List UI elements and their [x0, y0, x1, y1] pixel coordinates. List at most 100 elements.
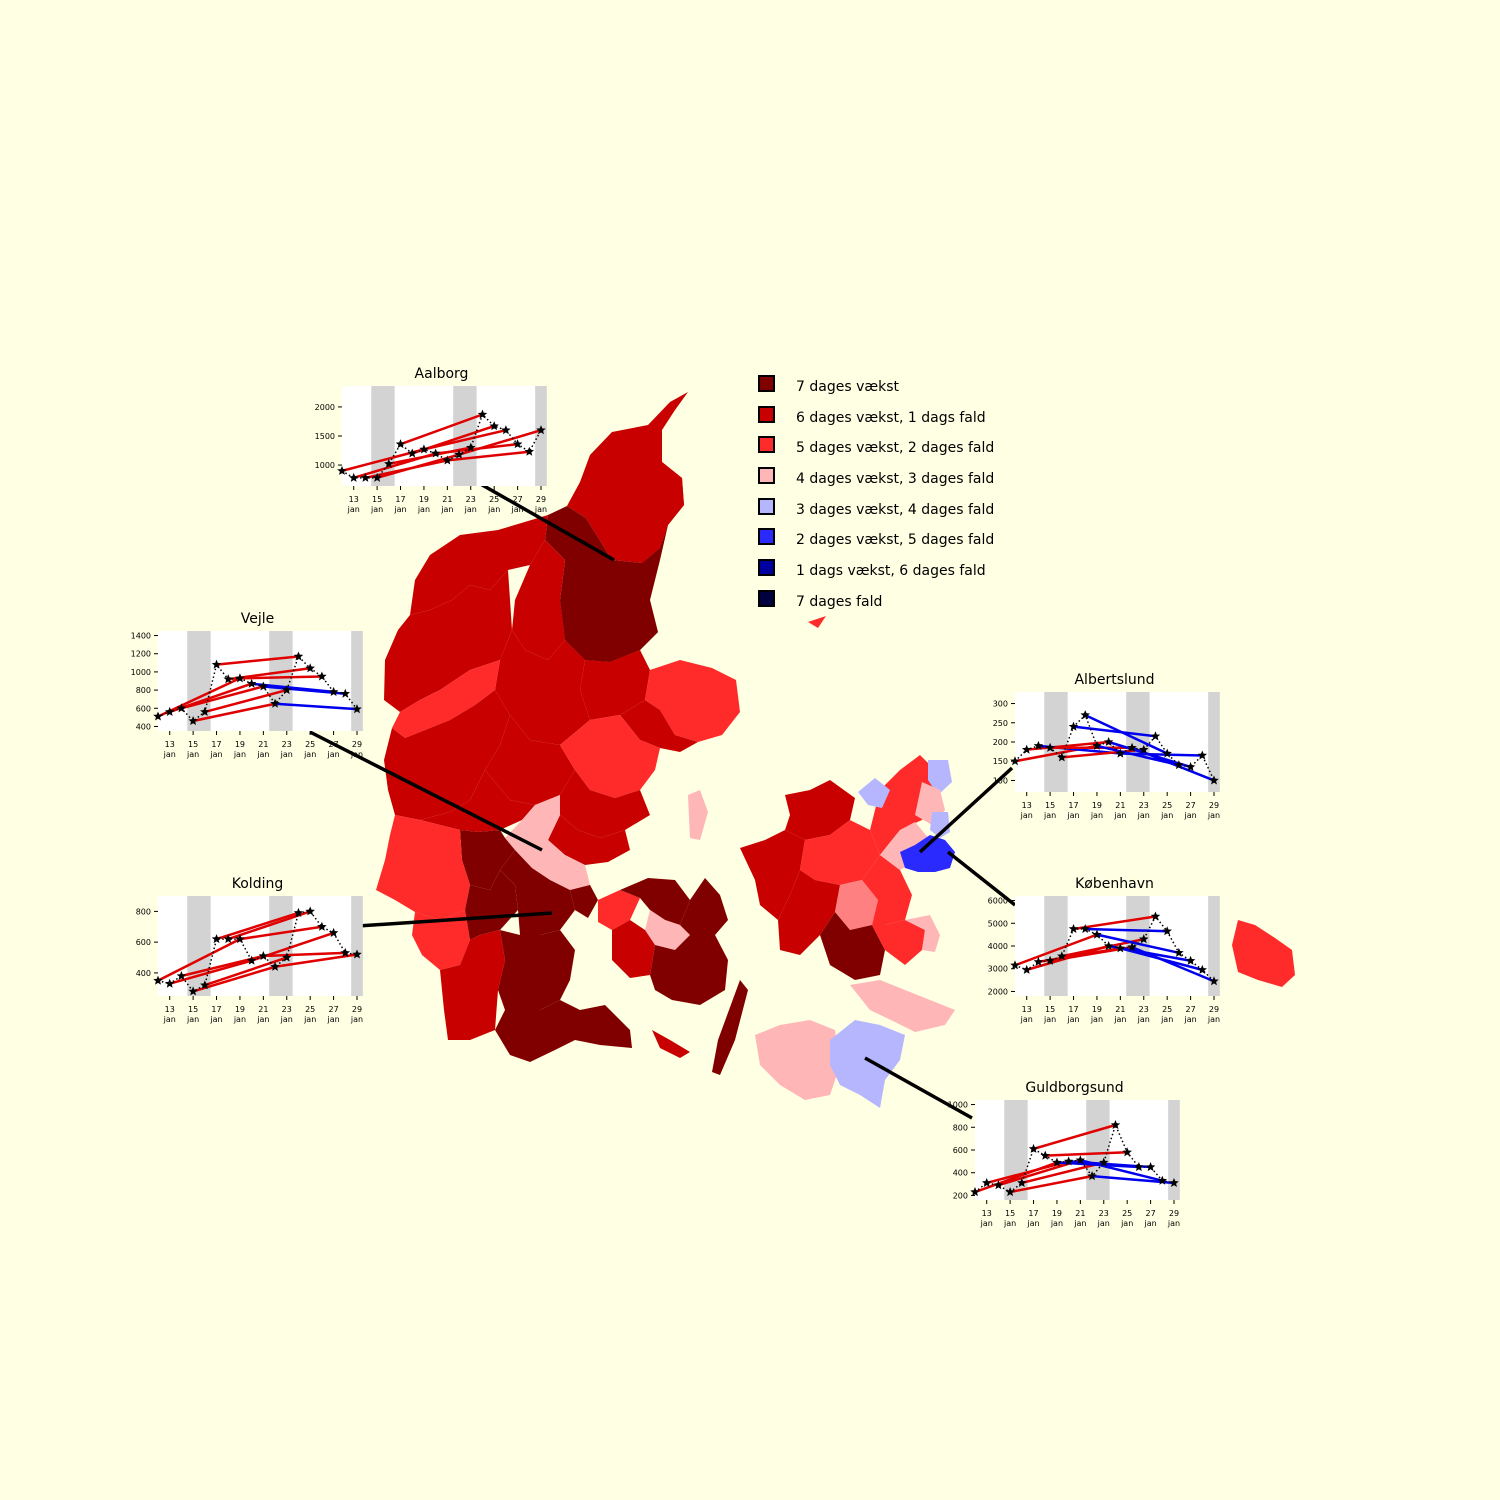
x-tick-label: jan — [303, 750, 316, 759]
x-tick-label: jan — [186, 750, 199, 759]
data-point — [1080, 710, 1090, 720]
legend-swatch — [758, 589, 775, 607]
data-point — [1033, 956, 1044, 966]
region-north-zealand — [870, 755, 935, 855]
data-point — [1080, 923, 1090, 933]
x-tick-label: 19 — [235, 740, 245, 749]
x-tick-label: jan — [1113, 1015, 1126, 1024]
data-point — [337, 465, 347, 475]
x-tick-label: 17 — [1068, 1005, 1078, 1014]
x-tick-label: 19 — [419, 495, 429, 504]
inset-title: Kolding — [232, 876, 283, 892]
region-aarhus — [560, 715, 660, 798]
x-tick-label: 15 — [1005, 1209, 1015, 1218]
data-point — [200, 706, 210, 716]
region-randers — [580, 650, 650, 720]
x-tick-label: 23 — [1139, 1005, 1149, 1014]
x-tick-label: 29 — [352, 1005, 362, 1014]
data-point — [1139, 934, 1149, 944]
data-point — [1021, 744, 1032, 754]
data-point — [1150, 911, 1161, 921]
data-point — [282, 685, 292, 695]
region-vordingborg — [850, 980, 955, 1032]
week-compare-line — [181, 685, 264, 710]
legend-swatch — [758, 405, 775, 423]
x-tick-label: jan — [1066, 811, 1079, 820]
legend-item: 7 dages vækst — [758, 375, 1018, 406]
region-esbjerg — [412, 910, 470, 970]
region-tonder — [440, 930, 505, 1040]
x-tick-label: jan — [163, 1015, 176, 1024]
x-tick-label: 25 — [489, 495, 499, 504]
data-point — [1197, 750, 1208, 760]
leader-kolding — [357, 911, 553, 928]
x-tick-label: 15 — [188, 740, 198, 749]
region-skanderborg — [560, 770, 650, 838]
legend-label: 7 dages vækst — [796, 379, 899, 395]
region-frederikshavn — [640, 430, 684, 563]
x-tick-label: 23 — [282, 1005, 292, 1014]
x-tick-label: jan — [1160, 1015, 1173, 1024]
x-tick-label: 15 — [1045, 801, 1055, 810]
data-point — [282, 952, 292, 962]
inset-kolding: 40060080013jan15jan17jan19jan21jan23jan2… — [136, 876, 363, 1024]
week-compare-line — [274, 702, 358, 711]
weekend-band — [187, 896, 211, 996]
x-tick-label: jan — [417, 505, 430, 514]
weekend-band — [187, 631, 211, 731]
data-point — [981, 1177, 992, 1187]
x-tick-label: jan — [1050, 1219, 1063, 1228]
weekend-band — [535, 386, 547, 486]
data-point — [1103, 737, 1114, 747]
x-tick-label: jan — [1137, 811, 1150, 820]
x-tick-label: 29 — [536, 495, 546, 504]
y-tick-label: 4000 — [988, 942, 1008, 951]
region-bornholm — [1232, 920, 1295, 987]
legend-label: 2 dages vækst, 5 dages fald — [796, 532, 995, 549]
data-point — [164, 978, 175, 988]
x-tick-label: 17 — [211, 1005, 221, 1014]
data-point — [270, 698, 280, 708]
data-point — [1068, 721, 1079, 731]
region-haderslev-aabenraa — [498, 930, 575, 1010]
data-point — [1162, 748, 1172, 758]
data-point — [395, 439, 406, 449]
data-point — [223, 934, 233, 944]
legend-item: 2 dages vækst, 5 dages fald — [758, 528, 1018, 559]
x-tick-label: 25 — [1122, 1209, 1132, 1218]
region-helsingor — [928, 760, 952, 795]
x-tick-label: 25 — [1162, 801, 1172, 810]
x-tick-label: 27 — [1185, 1005, 1195, 1014]
x-tick-label: 13 — [1022, 801, 1032, 810]
y-tick-label: 1500 — [315, 432, 335, 441]
x-tick-label: jan — [209, 1015, 222, 1024]
data-point — [293, 907, 304, 917]
week-compare-line — [1073, 725, 1156, 738]
y-tick-label: 400 — [136, 722, 151, 731]
data-point — [1174, 760, 1184, 770]
y-tick-label: 1000 — [948, 1101, 968, 1110]
data-point — [407, 448, 417, 458]
x-tick-label: jan — [1043, 1015, 1056, 1024]
x-tick-label: jan — [256, 750, 269, 759]
data-point — [246, 678, 257, 688]
region-varde — [376, 815, 470, 920]
inset-albertslund: 10015020025030013jan15jan17jan19jan21jan… — [993, 672, 1220, 820]
weekend-band — [1086, 1100, 1110, 1200]
data-point — [246, 955, 257, 965]
x-tick-label: 13 — [982, 1209, 992, 1218]
x-tick-label: 29 — [1169, 1209, 1179, 1218]
x-tick-label: 21 — [1075, 1209, 1085, 1218]
region-sonderborg — [495, 1000, 632, 1062]
data-point — [1157, 1175, 1168, 1185]
data-point — [1122, 1147, 1132, 1157]
legend-swatch — [758, 528, 775, 546]
week-compare-line — [447, 450, 530, 462]
data-point — [536, 425, 546, 435]
x-tick-label: 15 — [1045, 1005, 1055, 1014]
x-tick-label: jan — [370, 505, 383, 514]
x-tick-label: jan — [534, 505, 547, 514]
data-point — [211, 934, 222, 944]
x-tick-label: jan — [393, 505, 406, 514]
leader-aalborg — [469, 476, 615, 562]
